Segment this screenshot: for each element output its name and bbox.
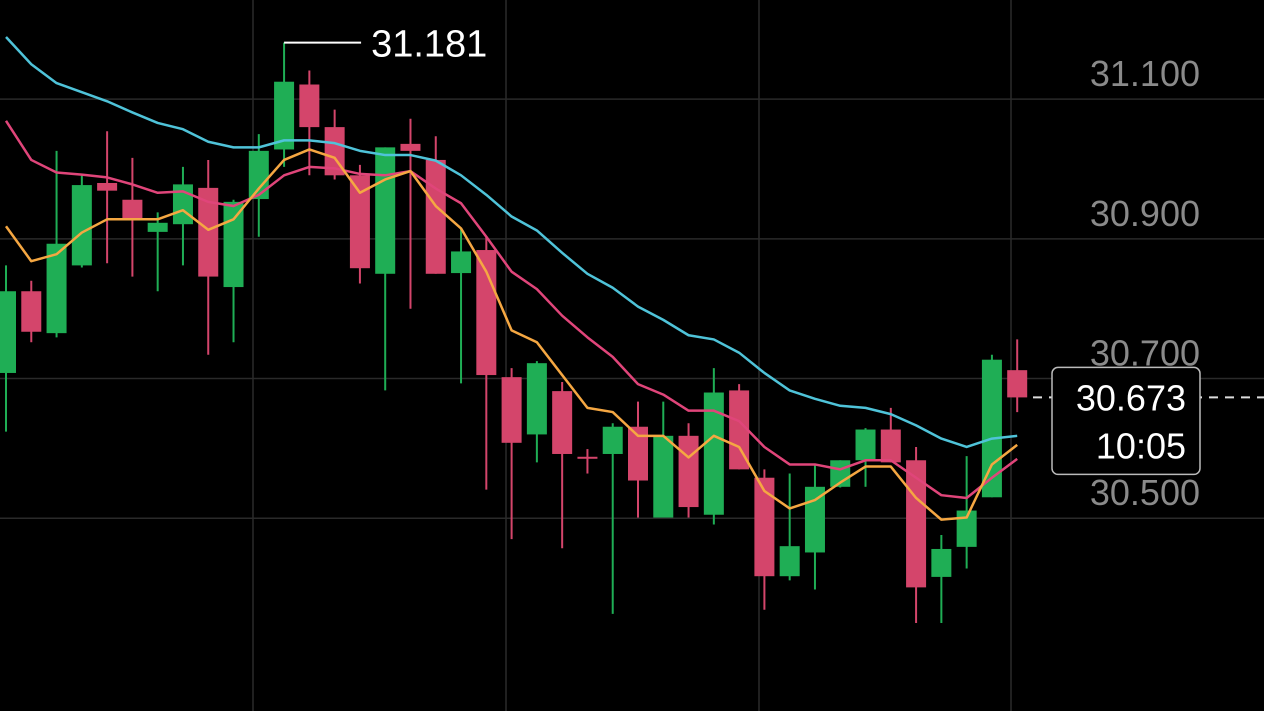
candle-body [552, 391, 573, 454]
candle-body [931, 548, 952, 577]
candle-body [602, 426, 623, 454]
candle-body [248, 150, 269, 200]
candle-body [956, 510, 977, 547]
candle-body [779, 546, 800, 577]
y-tick-label: 31.100 [1090, 53, 1200, 94]
candle-body [97, 182, 118, 191]
y-tick-label: 30.900 [1090, 193, 1200, 234]
candle-body [349, 175, 370, 269]
candle-body [400, 143, 421, 151]
candle-body [147, 222, 168, 232]
candle-body [981, 359, 1002, 498]
candle-body [906, 460, 927, 588]
candle-body [526, 363, 547, 435]
candle-body [375, 147, 396, 274]
candle-body [0, 291, 16, 373]
candle-body [577, 456, 598, 459]
candle-body [451, 251, 472, 274]
candle-body [501, 377, 522, 443]
time-grid [252, 0, 1012, 711]
candle-body [804, 486, 825, 553]
candle-body [653, 435, 674, 518]
candle-body [476, 250, 497, 376]
candle-body [754, 477, 775, 577]
candle-body [223, 201, 244, 288]
max-label: 31.181 [371, 24, 487, 66]
candle-body [855, 429, 876, 461]
y-tick-label: 30.500 [1090, 472, 1200, 513]
moving-average-line [4, 148, 1018, 521]
candle-body [71, 185, 92, 266]
last-price-box [1051, 366, 1201, 476]
moving-average-line [5, 36, 1018, 449]
candle-body [703, 392, 724, 515]
candle-body [46, 243, 67, 334]
candle-body [1007, 370, 1028, 398]
candle-body [678, 435, 699, 508]
moving-average-line [4, 120, 1018, 500]
last-price-label: 30.673 [1076, 377, 1186, 418]
candle-body [198, 187, 219, 277]
last-time-label: 10:05 [1096, 425, 1186, 466]
candle-body [21, 291, 42, 332]
candle-body [299, 84, 320, 128]
candle-body [628, 426, 648, 481]
candle-body [122, 199, 143, 221]
candle-body [729, 390, 750, 470]
candle-body [880, 429, 901, 463]
candle-body [274, 81, 295, 150]
candle-body [425, 159, 446, 274]
